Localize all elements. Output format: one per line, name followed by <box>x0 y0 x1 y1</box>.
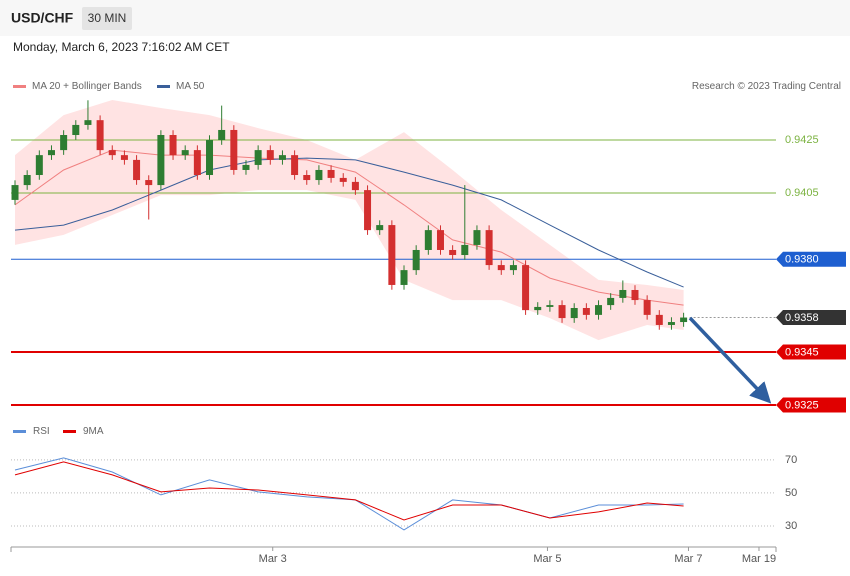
candle-body <box>497 265 505 271</box>
candle-body <box>339 177 347 182</box>
candle-body <box>558 305 566 319</box>
moving-average <box>14 149 684 306</box>
candle-body <box>582 308 590 315</box>
candle-body <box>218 129 226 141</box>
candle-body <box>11 185 19 200</box>
candle-body <box>461 244 469 256</box>
level-label: 0.9405 <box>785 187 819 199</box>
candle-body <box>145 180 153 186</box>
candle-body <box>108 150 116 156</box>
candle-body <box>607 297 615 306</box>
header-bar <box>0 0 850 36</box>
candle-body <box>230 129 238 170</box>
candle-body <box>473 230 481 245</box>
candle-body <box>351 181 359 191</box>
level-tag <box>776 344 846 360</box>
level-label: 0.9325 <box>785 399 819 411</box>
legend-label: RSI <box>33 426 50 437</box>
legend-swatch <box>157 85 170 88</box>
candle-body <box>595 305 603 315</box>
candle-body <box>546 305 554 307</box>
candle-body <box>72 124 80 136</box>
legend-label: 9MA <box>83 426 104 437</box>
level-tag <box>776 397 846 413</box>
level-tag <box>776 310 846 326</box>
level-label: 0.9380 <box>785 254 819 266</box>
indicator-line <box>14 461 684 521</box>
x-tick-label: Mar 5 <box>533 553 561 565</box>
candle-body <box>364 190 372 231</box>
legend-swatch <box>13 430 26 433</box>
candle-body <box>643 300 651 315</box>
interval-badge[interactable] <box>82 7 132 30</box>
timestamp: Monday, March 6, 2023 7:16:02 AM CET <box>13 40 230 54</box>
candle-body <box>157 135 165 186</box>
candle-body <box>47 150 55 156</box>
candle-body <box>254 150 262 165</box>
legend-swatch <box>13 85 26 88</box>
candle-body <box>485 230 493 266</box>
level-tag <box>776 251 846 267</box>
candle-body <box>193 150 201 176</box>
y-tick-label: 50 <box>785 487 797 499</box>
bollinger-band <box>15 100 684 341</box>
candle-body <box>667 322 675 325</box>
level-label: 0.9358 <box>785 312 819 324</box>
candle-body <box>169 135 177 156</box>
candle-body <box>35 155 43 176</box>
candle-body <box>655 314 663 325</box>
legend-swatch <box>63 430 76 433</box>
candle-body <box>206 140 214 176</box>
x-tick-label: Mar 19 <box>742 553 776 565</box>
candle-body <box>96 120 104 151</box>
candle-body <box>278 155 286 160</box>
candle-body <box>534 306 542 311</box>
forecast-arrow <box>688 316 772 404</box>
candle-body <box>84 120 92 125</box>
y-tick-label: 30 <box>785 520 797 532</box>
candle-body <box>522 265 530 311</box>
symbol: USD/CHF <box>11 10 74 26</box>
candle-body <box>327 169 335 178</box>
candle-body <box>424 230 432 250</box>
x-tick-label: Mar 7 <box>674 553 702 565</box>
credit: Research © 2023 Trading Central <box>692 81 841 92</box>
candle-body <box>400 270 408 285</box>
y-tick-label: 70 <box>785 454 797 466</box>
candle-body <box>181 150 189 156</box>
candle-body <box>266 150 274 160</box>
x-tick-label: Mar 3 <box>259 553 287 565</box>
candle-body <box>436 230 444 250</box>
candle-body <box>631 289 639 301</box>
candle-body <box>120 155 128 160</box>
interval[interactable]: 30 MIN <box>88 11 127 25</box>
candle-body <box>412 249 420 271</box>
candle-body <box>60 135 68 151</box>
candle-body <box>388 225 396 285</box>
candle-body <box>570 308 578 319</box>
candle-body <box>315 169 323 181</box>
candle-body <box>303 175 311 181</box>
candle-body <box>449 249 457 256</box>
candle-body <box>133 159 141 181</box>
candle-body <box>291 155 299 176</box>
candle-body <box>242 164 250 170</box>
candle-body <box>376 225 384 231</box>
legend-label: MA 20 + Bollinger Bands <box>32 81 142 92</box>
candle-body <box>23 175 31 186</box>
candle-body <box>619 289 627 298</box>
level-label: 0.9345 <box>785 346 819 358</box>
candle-body <box>680 317 688 323</box>
legend-label: MA 50 <box>176 81 205 92</box>
moving-average <box>14 157 684 288</box>
candle-body <box>509 265 517 271</box>
level-label: 0.9425 <box>785 134 819 146</box>
